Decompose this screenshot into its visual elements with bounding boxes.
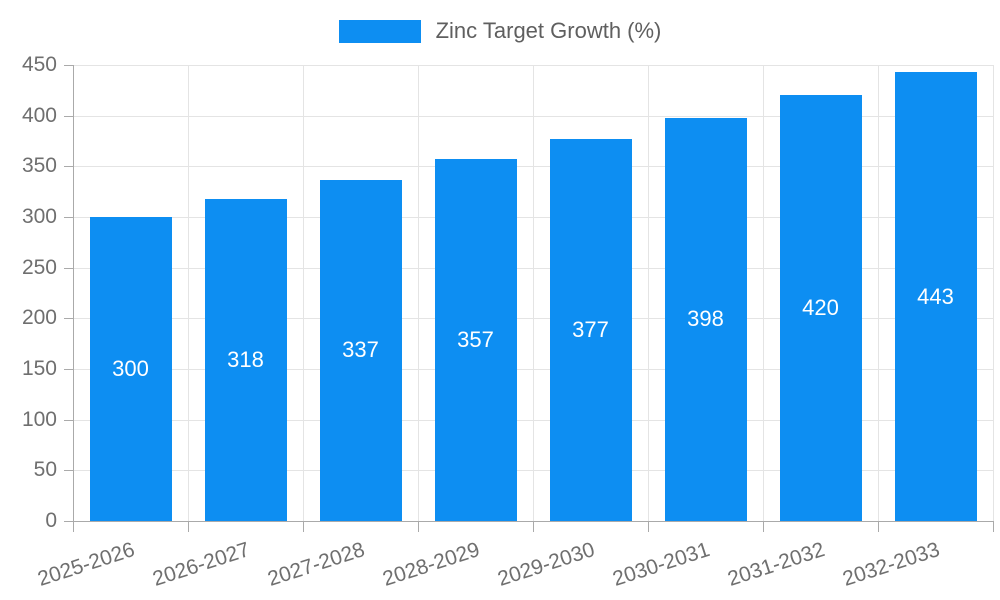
bar[interactable] bbox=[204, 198, 287, 521]
x-tick-label: 2030-2031 bbox=[609, 538, 713, 591]
x-tick-label: 2026-2027 bbox=[149, 538, 253, 591]
bar-value-label: 357 bbox=[457, 327, 494, 353]
x-axis-tick bbox=[73, 521, 74, 532]
bar[interactable] bbox=[779, 95, 862, 521]
gridline-vertical bbox=[763, 65, 764, 521]
gridline-vertical bbox=[418, 65, 419, 521]
y-tick-label: 100 bbox=[21, 407, 57, 431]
y-tick-label: 0 bbox=[45, 509, 57, 532]
y-tick-label: 50 bbox=[33, 458, 57, 482]
y-tick-label: 300 bbox=[21, 205, 57, 228]
legend-item[interactable]: Zinc Target Growth (%) bbox=[338, 18, 662, 44]
x-tick-label: 2028-2029 bbox=[379, 538, 483, 591]
x-tick-label: 2027-2028 bbox=[264, 538, 368, 591]
y-tick-label: 350 bbox=[21, 154, 57, 178]
legend-label: Zinc Target Growth (%) bbox=[435, 18, 662, 43]
bar[interactable] bbox=[319, 179, 402, 521]
bar[interactable] bbox=[664, 117, 747, 521]
bar-value-label: 398 bbox=[687, 306, 724, 332]
x-axis-tick bbox=[303, 521, 304, 532]
legend: Zinc Target Growth (%) bbox=[0, 18, 1000, 44]
y-axis-tick bbox=[64, 419, 73, 421]
x-axis-tick bbox=[418, 521, 419, 532]
y-tick-label: 250 bbox=[21, 255, 57, 279]
y-axis-line bbox=[73, 65, 74, 522]
x-axis-tick bbox=[648, 521, 649, 532]
y-axis-tick bbox=[64, 267, 73, 269]
y-tick-label: 400 bbox=[21, 103, 57, 127]
bar[interactable] bbox=[89, 217, 172, 521]
x-axis-tick bbox=[533, 521, 534, 532]
y-axis-tick bbox=[64, 470, 73, 472]
gridline-vertical bbox=[303, 65, 304, 521]
bar-value-label: 377 bbox=[572, 316, 609, 342]
legend-swatch-icon bbox=[338, 19, 421, 43]
bar-value-label: 443 bbox=[917, 283, 954, 309]
bar-value-label: 337 bbox=[342, 337, 379, 363]
x-tick-label: 2032-2033 bbox=[839, 538, 943, 591]
y-tick-label: 200 bbox=[21, 306, 57, 330]
x-tick-label: 2031-2032 bbox=[724, 538, 828, 591]
gridline-vertical bbox=[533, 65, 534, 521]
y-axis-tick bbox=[64, 521, 73, 522]
y-tick-label: 150 bbox=[21, 357, 57, 380]
gridline-vertical bbox=[993, 65, 994, 521]
y-axis-tick bbox=[64, 166, 73, 168]
gridline-vertical bbox=[878, 65, 879, 521]
y-axis-tick bbox=[64, 318, 73, 320]
y-axis-tick bbox=[64, 369, 73, 370]
x-tick-label: 2029-2030 bbox=[494, 538, 598, 591]
bar[interactable] bbox=[434, 159, 517, 521]
y-tick-label: 450 bbox=[21, 53, 57, 76]
y-axis-tick bbox=[64, 65, 73, 66]
x-axis-tick bbox=[878, 521, 879, 532]
bar[interactable] bbox=[894, 72, 977, 521]
gridline-vertical bbox=[648, 65, 649, 521]
bar-value-label: 420 bbox=[802, 295, 839, 321]
x-tick-label: 2025-2026 bbox=[34, 538, 138, 591]
gridline-vertical bbox=[188, 65, 189, 521]
y-axis-tick bbox=[64, 217, 73, 218]
bar[interactable] bbox=[549, 138, 632, 521]
x-axis-line bbox=[73, 521, 993, 522]
y-axis-tick bbox=[64, 115, 73, 117]
x-axis-tick bbox=[188, 521, 189, 532]
bar-value-label: 318 bbox=[227, 346, 264, 372]
bar-value-label: 300 bbox=[112, 356, 149, 381]
x-axis-tick bbox=[763, 521, 764, 532]
x-axis-tick bbox=[993, 521, 994, 532]
